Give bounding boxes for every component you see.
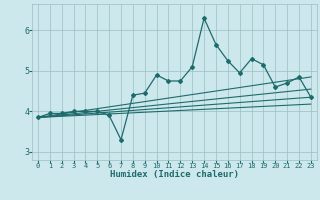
X-axis label: Humidex (Indice chaleur): Humidex (Indice chaleur) xyxy=(110,170,239,179)
